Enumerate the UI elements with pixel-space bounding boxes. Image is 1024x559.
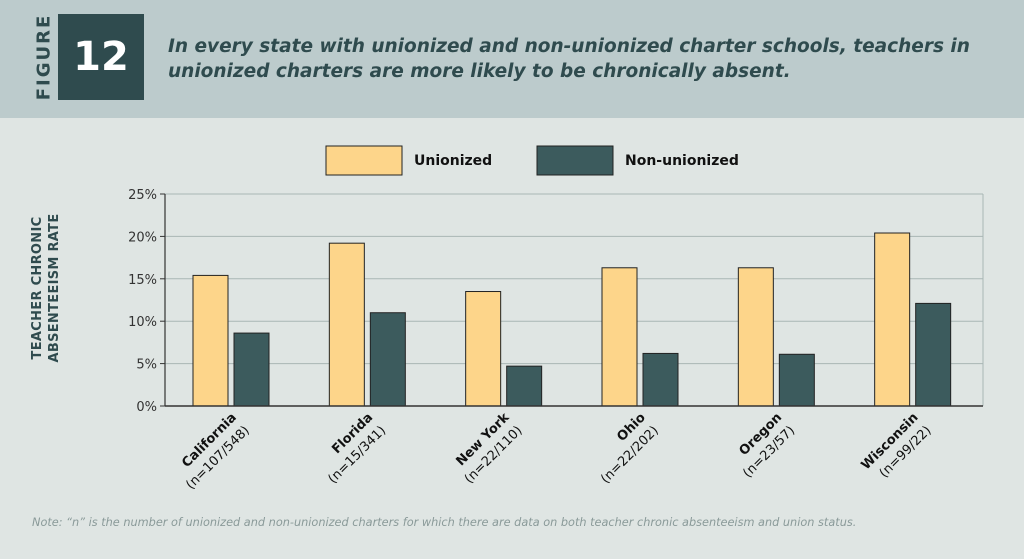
figure-label: FIGURE [30,14,58,100]
bar-non-unionized [778,353,815,407]
bar-non-unionized [506,365,543,407]
y-tick-label: 20% [128,230,157,245]
bar-unionized [874,232,911,407]
y-tick-label: 15% [128,273,157,288]
figure-label-text: FIGURE [33,13,55,101]
bar-chart: 0%5%10%15%20%25%California(n=107/548) Flo… [128,145,984,493]
legend-swatch-unionized [325,145,403,176]
legend-swatch-non-unionized [536,145,614,176]
bar-unionized [465,291,502,407]
bar-unionized [737,267,774,407]
legend-label-unionized: Unionized [414,153,492,169]
figure-number: 12 [58,14,144,100]
bar-non-unionized [369,312,406,407]
chart-note: Note: “n” is the number of unionized and… [32,516,857,529]
bar-unionized [601,267,638,407]
y-tick-label: 25% [128,188,157,203]
bar-non-unionized [233,332,270,407]
y-tick-label: 10% [128,315,157,330]
bar-non-unionized [642,352,679,407]
plot-area [165,194,983,406]
y-tick-label: 0% [136,400,157,415]
figure-title: In every state with unionized and non-un… [168,36,970,82]
legend-label-non-unionized: Non-unionized [625,153,739,169]
y-tick-label: 5% [136,358,157,373]
bar-non-unionized [915,302,952,407]
figure-header: FIGURE 12 In every state with unionized … [0,0,1024,118]
bar-unionized [328,242,365,407]
bar-unionized [192,274,229,407]
